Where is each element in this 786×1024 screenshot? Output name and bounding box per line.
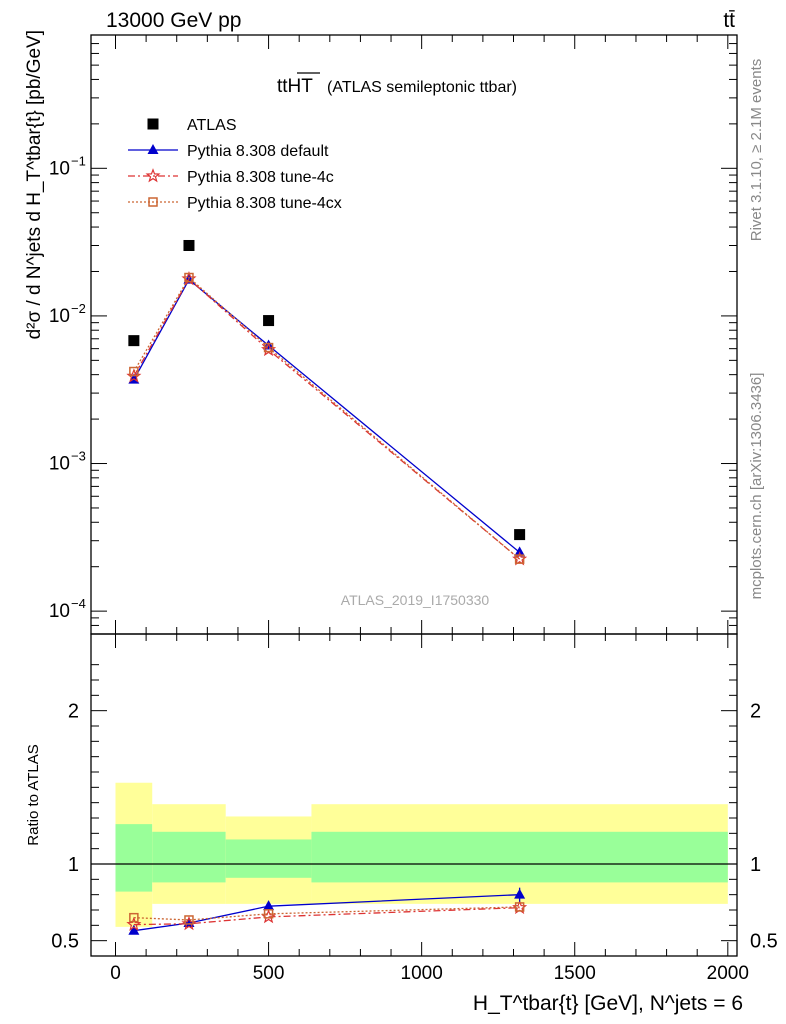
title-main: ttHT — [277, 76, 313, 97]
y-tick-label: 10 — [49, 454, 70, 475]
header-left-label: 13000 GeV pp — [106, 9, 241, 32]
inner-band-bin — [225, 839, 312, 878]
main-series — [126, 239, 528, 566]
series-line — [133, 276, 521, 560]
y-tick-label: 10 — [49, 601, 70, 622]
x-tick-label: 1000 — [401, 963, 443, 984]
data-point — [514, 529, 526, 541]
legend-label: Pythia 8.308 tune-4c — [187, 169, 334, 186]
y-tick-exponent: −1 — [71, 153, 86, 168]
ratio-y-tick-label: 0.5 — [51, 931, 79, 953]
ratio-series — [126, 887, 528, 935]
series-line — [133, 277, 521, 560]
inner-band-bin — [152, 831, 226, 883]
ratio-series-line — [133, 894, 520, 932]
ratio-y-tick-label: 1 — [68, 854, 79, 876]
header-right-label: tt̄ — [723, 9, 735, 32]
ratio-series-line — [133, 907, 520, 926]
data-point — [514, 554, 525, 564]
ratio-data-point — [128, 924, 140, 935]
ratio-y-axis-label: Ratio to ATLAS — [25, 744, 42, 845]
legend-marker — [148, 197, 158, 207]
ratio-y-tick-label-right: 2 — [750, 701, 761, 723]
ratio-panel-frame — [90, 633, 738, 957]
ratio-data-point — [184, 915, 194, 925]
inner-band-bin — [311, 831, 728, 883]
plot-title: ttHT (ATLAS semileptonic ttbar) — [277, 72, 517, 97]
data-point — [263, 342, 274, 353]
main-y-axis-label: d²σ / d N^jets d H_T^tbar{t} [pb/GeV] — [24, 30, 45, 339]
ratio-y-tick-label-right: 0.5 — [750, 931, 778, 953]
legend-marker — [147, 118, 159, 130]
ratio-data-point — [514, 902, 525, 912]
y-tick-exponent: −3 — [71, 449, 86, 464]
title-sub: (ATLAS semileptonic ttbar) — [327, 79, 517, 96]
series-line — [133, 278, 521, 553]
rivet-label: Rivet 3.1.10, ≥ 2.1M events — [748, 59, 765, 242]
ratio-data-point — [129, 912, 139, 923]
x-tick-label: 1500 — [554, 963, 596, 984]
x-axis-label: H_T^tbar{t} [GeV], N^jets = 6 — [473, 992, 743, 1015]
data-point — [183, 239, 195, 251]
legend-marker — [147, 144, 159, 154]
ratio-y-tick-label: 2 — [68, 701, 79, 723]
data-point — [263, 315, 275, 327]
x-tick-label: 500 — [253, 963, 285, 984]
legend-label: ATLAS — [187, 117, 237, 134]
uncertainty-bands — [115, 782, 728, 927]
ratio-data-point — [263, 900, 275, 911]
data-point — [184, 272, 194, 283]
y-tick-exponent: −2 — [71, 301, 86, 316]
ratio-data-point — [126, 916, 142, 931]
legend-label: Pythia 8.308 default — [187, 143, 329, 160]
y-tick-exponent: −4 — [71, 596, 86, 611]
inner-band-bin — [115, 824, 153, 892]
data-point — [129, 366, 139, 377]
legend-marker — [145, 168, 161, 183]
legend: ATLAS Pythia 8.308 default Pythia 8.308 tu… — [128, 117, 342, 212]
ratio-y-tick-label-right: 1 — [750, 854, 761, 876]
x-tick-label: 0 — [110, 963, 121, 984]
axis-ticks — [91, 34, 737, 956]
ratio-data-point — [263, 909, 274, 919]
legend-label: Pythia 8.308 tune-4cx — [187, 195, 342, 212]
y-tick-label: 10 — [49, 158, 70, 179]
y-tick-label: 10 — [49, 306, 70, 327]
mcplots-label: mcplots.cern.ch [arXiv:1306.3436] — [748, 373, 765, 600]
data-point — [128, 335, 140, 347]
ratio-series-line — [133, 906, 520, 921]
x-tick-label: 2000 — [707, 963, 749, 984]
analysis-label: ATLAS_2019_I1750330 — [341, 592, 490, 608]
